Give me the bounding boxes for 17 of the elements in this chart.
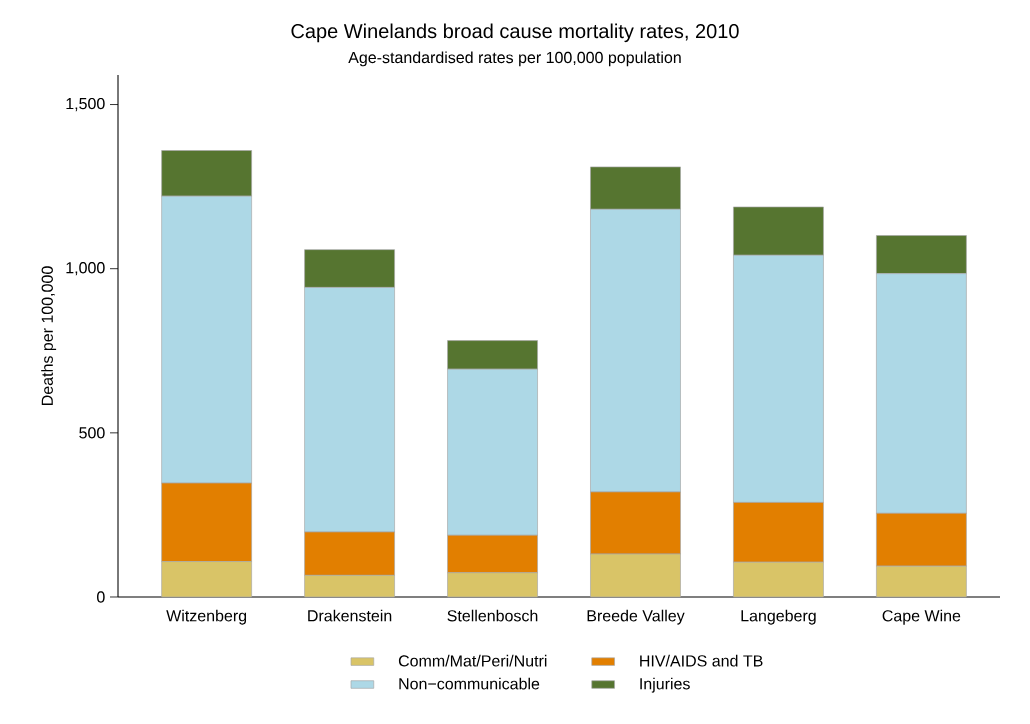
y-tick-label: 0 <box>97 591 105 603</box>
chart-subtitle: Age-standardised rates per 100,000 population <box>348 51 681 67</box>
legend-label: Injuries <box>640 677 690 693</box>
legend-label: Comm/Mat/Peri/Nutri <box>398 654 547 667</box>
legend-label: Non−communicable <box>399 677 540 690</box>
x-tick-label: Langeberg <box>741 609 816 625</box>
chart-title: Cape Winelands broad cause mortality rates, 2010 <box>291 23 739 43</box>
y-axis-title: Deaths per 100,000 <box>41 266 57 405</box>
y-tick-label: 1,000 <box>66 262 105 276</box>
y-tick-label: 1,500 <box>66 97 105 112</box>
y-tick-label: 500 <box>79 427 105 439</box>
x-tick-label: Witzenberg <box>166 609 247 625</box>
x-tick-label: Drakenstein <box>308 609 392 622</box>
legend-label: HIV/AIDS and TB <box>640 654 763 667</box>
x-tick-label: Cape Wine <box>882 609 961 625</box>
x-tick-label: Stellenbosch <box>447 609 538 622</box>
x-tick-label: Breede Valley <box>587 609 685 625</box>
